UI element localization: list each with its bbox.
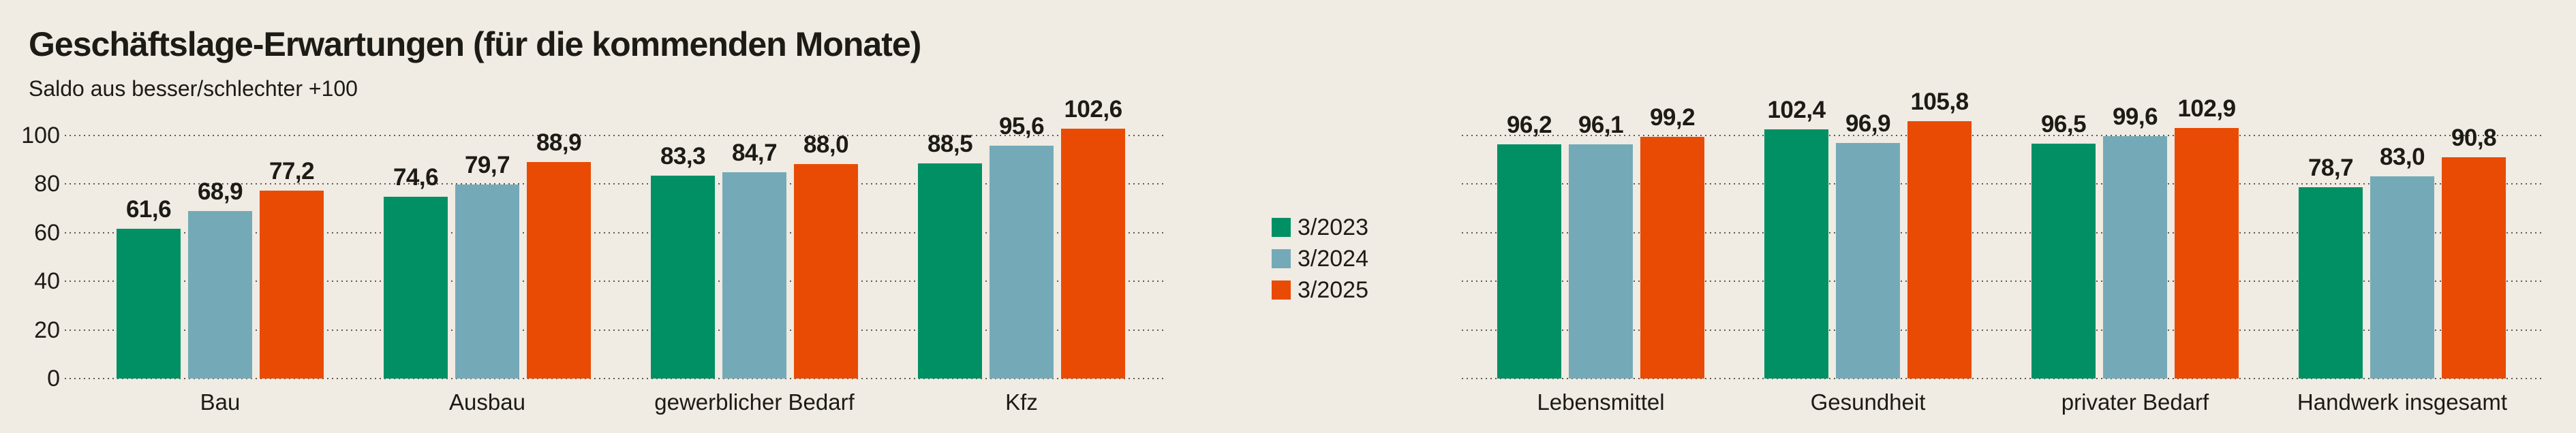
legend: 3/2023 3/2024 3/2025 [1272, 214, 1368, 312]
value-label: 68,9 [197, 178, 243, 205]
value-label: 96,2 [1506, 112, 1552, 139]
legend-label: 3/2023 [1298, 214, 1368, 240]
category-label: Ausbau [449, 389, 525, 415]
value-label: 96,9 [1845, 110, 1891, 137]
bar-3/2023-ausbau [384, 197, 448, 379]
gridline-0 [65, 378, 1165, 379]
chart-panel-left: 61,6 68,9 77,2 Bau 74,6 79,7 88,9 Ausbau 83,3 84,… [65, 96, 1165, 415]
page-subtitle: Saldo aus besser/schlechter +100 [29, 76, 358, 101]
bar-3/2024-gesundheit [1836, 142, 1900, 379]
value-label: 83,0 [2379, 144, 2425, 171]
bar-3/2024-ausbau [455, 185, 519, 379]
gridline-20 [1462, 329, 2542, 331]
value-label: 78,7 [2307, 154, 2354, 181]
gridline-60 [1462, 231, 2542, 234]
value-label: 102,9 [2177, 95, 2236, 123]
value-label: 88,5 [927, 130, 973, 157]
value-label: 83,3 [660, 143, 706, 170]
y-axis-label: 60 [34, 219, 60, 246]
legend-swatch-icon [1272, 280, 1291, 300]
bar-3/2023-privater-bedarf [2031, 144, 2096, 379]
bar-3/2024-gewerblicher-bedarf [722, 172, 786, 379]
value-label: 88,0 [803, 131, 849, 159]
legend-swatch-icon [1272, 218, 1291, 237]
value-label: 61,6 [125, 195, 172, 223]
value-label: 105,8 [1910, 88, 1969, 115]
legend-item: 3/2024 [1272, 246, 1368, 272]
gridline-40 [1462, 280, 2542, 282]
gridline-80 [65, 183, 1165, 185]
bar-3/2025-ausbau [527, 162, 591, 379]
bar-3/2024-lebensmittel [1569, 144, 1633, 379]
value-label: 95,6 [998, 113, 1045, 140]
legend-label: 3/2025 [1298, 276, 1368, 303]
value-label: 77,2 [269, 158, 315, 185]
category-label: Lebensmittel [1537, 389, 1665, 415]
bar-3/2023-bau [117, 228, 181, 379]
value-label: 90,8 [2451, 125, 2497, 152]
bar-3/2025-gewerblicher-bedarf [794, 164, 858, 379]
bar-3/2025-lebensmittel [1640, 137, 1704, 379]
bar-3/2024-kfz [990, 146, 1054, 379]
value-label: 96,5 [2040, 111, 2087, 138]
bar-3/2023-lebensmittel [1497, 144, 1561, 379]
value-label: 88,9 [536, 129, 582, 157]
bar-3/2025-privater-bedarf [2175, 128, 2239, 379]
gridline-20 [65, 329, 1165, 331]
category-label: privater Bedarf [2061, 389, 2209, 415]
bar-3/2024-bau [188, 210, 252, 379]
y-axis-label: 100 [21, 122, 60, 148]
bar-3/2023-kfz [918, 163, 982, 379]
gridline-40 [65, 280, 1165, 282]
bar-3/2025-bau [260, 191, 324, 379]
gridline-80 [1462, 183, 2542, 185]
bar-3/2024-privater-bedarf [2103, 135, 2167, 379]
bar-3/2023-gewerblicher-bedarf [651, 176, 715, 379]
value-label: 79,7 [464, 152, 510, 179]
value-label: 102,4 [1767, 96, 1826, 123]
chart-panel-right: 96,2 96,1 99,2 Lebensmittel 102,4 96,9 105,8 Ge… [1462, 89, 2542, 415]
category-label: Kfz [1005, 389, 1038, 415]
bar-3/2023-handwerk-insgesamt [2299, 187, 2363, 379]
gridline-100 [65, 134, 1165, 136]
y-axis-label: 80 [34, 171, 60, 197]
gridline-100 [1462, 134, 2542, 136]
value-label: 99,6 [2112, 103, 2158, 130]
category-label: Gesundheit [1810, 389, 1926, 415]
legend-item: 3/2025 [1272, 277, 1368, 303]
bar-3/2024-handwerk-insgesamt [2370, 176, 2434, 379]
value-label: 96,1 [1578, 112, 1624, 139]
y-axis-label: 40 [34, 268, 60, 294]
category-label: Handwerk insgesamt [2297, 389, 2508, 415]
bar-3/2025-gesundheit [1907, 121, 1972, 379]
page-title: Geschäftslage-Erwartungen (für die komme… [29, 25, 921, 63]
legend-label: 3/2024 [1298, 245, 1368, 272]
y-axis-label: 20 [34, 317, 60, 343]
value-label: 84,7 [731, 140, 778, 167]
bar-3/2025-handwerk-insgesamt [2442, 157, 2506, 379]
value-label: 102,6 [1064, 96, 1122, 123]
bar-3/2023-gesundheit [1764, 129, 1828, 379]
bar-3/2025-kfz [1061, 129, 1125, 379]
y-axis-label: 0 [47, 366, 60, 391]
gridline-0 [1462, 378, 2542, 379]
category-label: Bau [200, 389, 241, 415]
value-label: 74,6 [393, 164, 439, 191]
legend-swatch-icon [1272, 249, 1291, 268]
value-label: 99,2 [1649, 104, 1696, 131]
gridline-60 [65, 231, 1165, 234]
category-label: gewerblicher Bedarf [654, 389, 855, 415]
legend-item: 3/2023 [1272, 214, 1368, 240]
